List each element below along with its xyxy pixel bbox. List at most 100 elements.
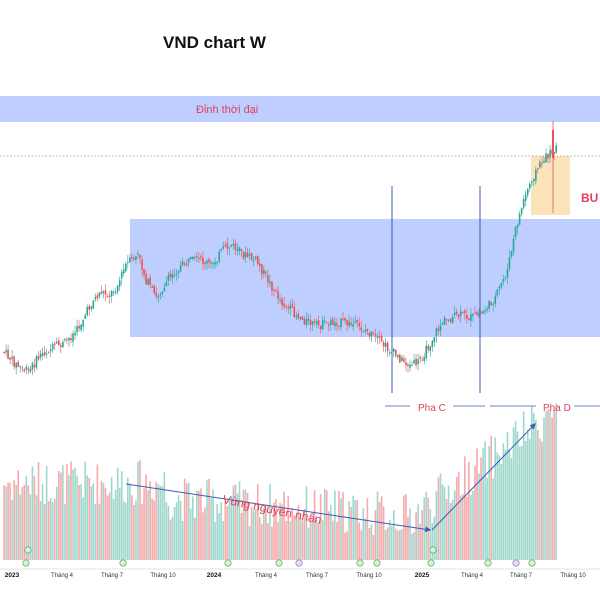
- volume-bar: [352, 495, 354, 560]
- candle-body: [157, 296, 160, 298]
- volume-bar: [378, 501, 381, 560]
- candle-body: [96, 295, 99, 299]
- volume-bar: [289, 521, 292, 560]
- candle-body: [468, 318, 470, 321]
- candle-body: [409, 364, 411, 368]
- volume-bar: [476, 448, 478, 560]
- candle-body: [528, 183, 531, 189]
- volume-bar: [3, 485, 5, 560]
- volume-bar: [547, 409, 549, 560]
- volume-bar: [163, 472, 166, 560]
- candle-body: [11, 356, 13, 359]
- volume-bar: [539, 438, 541, 560]
- cause-zone-annotation: Vùng nguyên nhân: [221, 492, 322, 527]
- candle-body: [62, 341, 64, 348]
- volume-bar: [518, 446, 521, 560]
- volume-bar: [145, 474, 147, 560]
- candle-body: [155, 292, 158, 297]
- volume-bar: [504, 449, 507, 560]
- event-marker: [295, 559, 303, 567]
- candle-body: [129, 257, 131, 263]
- volume-bar: [173, 507, 176, 560]
- volume-bar: [277, 522, 279, 560]
- volume-bar: [392, 510, 395, 560]
- candle-body: [425, 345, 428, 359]
- volume-bar: [94, 503, 97, 560]
- candle-body: [23, 369, 26, 372]
- candle-body: [356, 320, 359, 323]
- volume-bar: [37, 462, 40, 560]
- candle-body: [281, 298, 283, 306]
- volume-bar: [281, 504, 283, 560]
- volume-bar: [358, 522, 361, 560]
- candle-body: [332, 318, 334, 325]
- candle-body: [307, 318, 310, 321]
- candle-body: [486, 309, 488, 311]
- volume-bar: [273, 502, 275, 560]
- volume-bar: [461, 494, 464, 560]
- volume-bar: [401, 529, 403, 560]
- volume-bar: [313, 490, 316, 560]
- volume-bar: [62, 465, 64, 560]
- volume-bar: [484, 441, 486, 560]
- volume-bar: [165, 502, 168, 560]
- candle-body: [415, 358, 417, 366]
- candle-body: [386, 342, 389, 351]
- candle-body: [15, 363, 17, 368]
- volume-bar: [325, 490, 328, 560]
- volume-bar: [254, 508, 257, 560]
- candle-body: [510, 251, 513, 257]
- volume-bar: [76, 475, 78, 560]
- volume-bar: [285, 521, 287, 560]
- candle-body: [488, 300, 490, 309]
- volume-bar: [21, 486, 24, 560]
- candle-body: [250, 253, 253, 260]
- volume-bar: [419, 523, 421, 560]
- candle-body: [179, 265, 182, 272]
- volume-bar: [153, 500, 156, 560]
- volume-bar: [252, 510, 255, 560]
- volume-bar: [531, 406, 533, 560]
- volume-bar: [88, 478, 91, 560]
- phase-c-label: Pha C: [418, 403, 446, 414]
- x-tick-label: 2024: [207, 572, 222, 579]
- candle-body: [84, 315, 86, 319]
- volume-bar: [98, 503, 101, 560]
- volume-bar: [183, 478, 186, 560]
- candle-body: [167, 275, 170, 281]
- volume-bar: [210, 498, 212, 560]
- candle-body: [514, 227, 517, 238]
- cause-zone-arrow: [125, 483, 432, 533]
- candle-body: [125, 263, 127, 272]
- candle-body: [131, 256, 133, 258]
- candle-body: [216, 261, 218, 264]
- volume-bar: [431, 522, 434, 560]
- x-tick-label: Tháng 10: [560, 573, 586, 579]
- candle-body: [301, 316, 304, 320]
- volume-bar: [297, 505, 300, 560]
- volume-bar: [303, 508, 306, 560]
- volume-bar: [323, 488, 326, 560]
- volume-bar: [437, 477, 440, 560]
- candle-body: [297, 313, 300, 319]
- candle-body: [9, 357, 11, 360]
- candle-body: [78, 325, 80, 329]
- event-marker: [512, 559, 520, 567]
- candle-body: [49, 349, 52, 352]
- x-tick-label: Tháng 7: [306, 573, 329, 579]
- candle-body: [218, 251, 220, 262]
- volume-bar: [102, 482, 105, 560]
- candle-body: [516, 225, 519, 228]
- volume-bar: [202, 512, 204, 560]
- volume-bar: [232, 485, 235, 560]
- volume-bar: [212, 489, 214, 560]
- volume-bar: [31, 466, 34, 560]
- volume-bar: [510, 458, 513, 560]
- x-tick-label: 2023: [5, 572, 20, 579]
- x-tick-label: 2025: [415, 572, 430, 579]
- candle-body: [60, 345, 62, 347]
- volume-bar: [118, 487, 121, 560]
- volume-bar: [512, 427, 515, 560]
- volume-bar: [342, 492, 344, 560]
- candle-body: [204, 262, 206, 265]
